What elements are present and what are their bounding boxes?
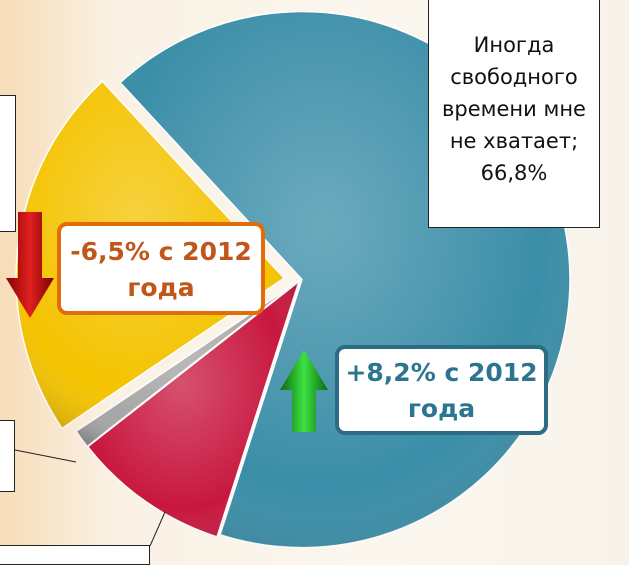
slice-label: Иногда свободного времени мне не хватает…	[428, 0, 600, 228]
slice-shading	[76, 281, 299, 447]
cut-label-box	[0, 95, 16, 232]
annotation: -6,5% с 2012 года	[57, 222, 265, 315]
category-label: Иногда свободного времени мне не хватает…	[442, 33, 586, 153]
down-arrow	[6, 212, 54, 318]
leader-line	[149, 511, 166, 547]
slice-shading	[87, 281, 299, 537]
cut-label-box	[0, 545, 150, 565]
leader-line	[14, 449, 77, 463]
up-arrow	[280, 350, 328, 432]
value-label: 66,8%	[480, 161, 548, 185]
cut-label-box	[0, 420, 15, 492]
annotation: +8,2% с 2012 года	[335, 345, 548, 435]
